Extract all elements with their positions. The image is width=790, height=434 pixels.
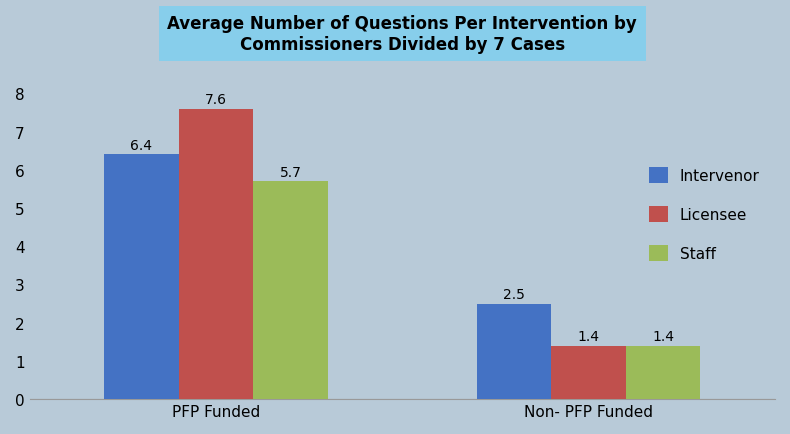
Bar xyxy=(477,304,551,399)
Bar xyxy=(626,346,701,399)
Text: 1.4: 1.4 xyxy=(653,329,674,343)
Bar xyxy=(179,109,254,399)
Text: 7.6: 7.6 xyxy=(205,93,227,107)
Legend: Intervenor, Licensee, Staff: Intervenor, Licensee, Staff xyxy=(641,160,767,269)
Title: Average Number of Questions Per Intervention by
Commissioners Divided by 7 Cases: Average Number of Questions Per Interven… xyxy=(167,15,638,54)
Text: 2.5: 2.5 xyxy=(503,287,525,301)
Text: 5.7: 5.7 xyxy=(280,165,302,179)
Bar xyxy=(104,155,179,399)
Bar xyxy=(254,182,328,399)
Text: 6.4: 6.4 xyxy=(130,138,152,152)
Bar xyxy=(551,346,626,399)
Text: 1.4: 1.4 xyxy=(577,329,600,343)
